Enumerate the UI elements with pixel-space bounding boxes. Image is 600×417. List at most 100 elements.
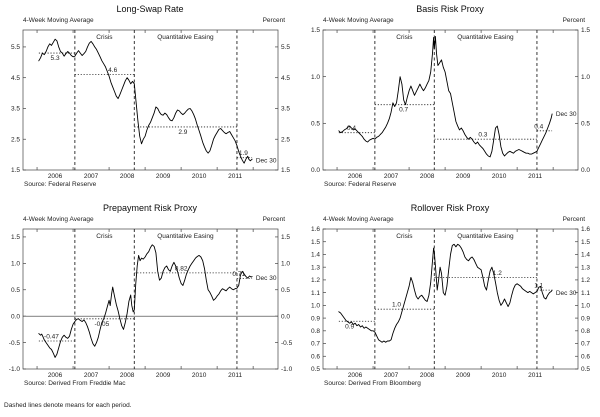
svg-text:2007: 2007 (84, 173, 99, 180)
svg-text:-1.0: -1.0 (281, 366, 293, 373)
svg-text:1.2: 1.2 (311, 277, 320, 284)
svg-text:1.5: 1.5 (281, 234, 290, 241)
svg-text:1.5: 1.5 (11, 234, 20, 241)
svg-text:2008: 2008 (120, 372, 135, 379)
svg-text:1.0: 1.0 (581, 303, 590, 310)
svg-text:3.5: 3.5 (281, 106, 290, 113)
svg-text:Crisis: Crisis (396, 233, 413, 240)
svg-text:Dec 30: Dec 30 (556, 111, 577, 118)
svg-text:0.5: 0.5 (581, 121, 590, 128)
svg-text:0.9: 0.9 (311, 315, 320, 322)
svg-text:0.5: 0.5 (311, 366, 320, 373)
svg-text:2008: 2008 (420, 173, 435, 180)
source-note: Source: Federal Reserve (24, 181, 97, 188)
svg-text:1.0: 1.0 (392, 302, 401, 309)
svg-text:0.7: 0.7 (581, 341, 590, 348)
svg-text:2011: 2011 (528, 173, 542, 180)
svg-text:2006: 2006 (48, 173, 63, 180)
svg-text:Dec 30: Dec 30 (256, 157, 277, 164)
svg-text:0.5: 0.5 (581, 366, 590, 373)
svg-text:1.0: 1.0 (311, 74, 320, 81)
svg-text:5.5: 5.5 (11, 44, 20, 51)
svg-text:2010: 2010 (192, 173, 207, 180)
left-axis-header: 4-Week Moving Average (23, 17, 94, 24)
svg-text:0.5: 0.5 (311, 121, 320, 128)
svg-text:Quantitative Easing: Quantitative Easing (157, 233, 214, 240)
rollover-risk-proxy-plot: 0.5 0.5 0.6 0.6 0.7 0.7 0.8 0.8 0.9 0.9 1.0 1.0 1.1 1… (311, 226, 590, 379)
chart-title: Basis Risk Proxy (416, 4, 484, 14)
svg-text:-0.05: -0.05 (94, 321, 109, 328)
svg-text:0.6: 0.6 (581, 353, 590, 360)
svg-text:2007: 2007 (384, 372, 399, 379)
chart-panel-basis-risk-proxy: 0.0 0.0 0.5 0.5 1.0 1.0 1.5 1.5 2006 2007 2008 2009… (300, 0, 600, 199)
source-note: Source: Derived From Freddie Mac (24, 380, 126, 387)
svg-text:Dec 30: Dec 30 (556, 290, 577, 297)
svg-text:4.5: 4.5 (11, 75, 20, 82)
left-axis-header: 4-Week Moving Average (23, 216, 94, 223)
svg-text:3.5: 3.5 (11, 106, 20, 113)
svg-text:0.4: 0.4 (534, 123, 543, 130)
svg-text:Crisis: Crisis (96, 34, 113, 41)
right-axis-header: Percent (562, 216, 585, 223)
svg-text:2007: 2007 (84, 372, 99, 379)
svg-text:-0.47: -0.47 (44, 334, 59, 341)
right-axis-header: Percent (262, 17, 285, 24)
svg-text:2008: 2008 (420, 372, 435, 379)
source-note: Source: Derived From Bloomberg (324, 380, 421, 387)
svg-text:Crisis: Crisis (396, 34, 413, 41)
svg-text:0.6: 0.6 (311, 353, 320, 360)
chart-title: Rollover Risk Proxy (410, 203, 490, 213)
svg-text:2.5: 2.5 (11, 136, 20, 143)
chart-title: Prepayment Risk Proxy (102, 203, 198, 213)
chart-panel-long-swap-rate: 1.5 1.5 2.5 2.5 3.5 3.5 4.5 4.5 5.5 5.5 2006 2007 20… (0, 0, 300, 199)
svg-text:1.0: 1.0 (581, 74, 590, 81)
svg-text:2010: 2010 (492, 173, 507, 180)
svg-text:-0.5: -0.5 (281, 340, 293, 347)
svg-text:1.5: 1.5 (581, 27, 590, 34)
svg-text:2009: 2009 (456, 372, 471, 379)
svg-text:5.3: 5.3 (51, 55, 60, 62)
svg-text:0.9: 0.9 (345, 323, 354, 330)
right-axis-header: Percent (562, 17, 585, 24)
svg-text:1.6: 1.6 (311, 226, 320, 233)
svg-text:2006: 2006 (48, 372, 63, 379)
svg-text:2011: 2011 (228, 372, 242, 379)
svg-text:4.5: 4.5 (281, 75, 290, 82)
svg-text:2009: 2009 (156, 173, 171, 180)
left-axis-header: 4-Week Moving Average (323, 216, 394, 223)
svg-text:1.5: 1.5 (311, 239, 320, 246)
svg-text:2008: 2008 (120, 173, 135, 180)
svg-text:2010: 2010 (492, 372, 507, 379)
svg-text:-1.0: -1.0 (9, 366, 21, 373)
svg-text:0.0: 0.0 (581, 167, 590, 174)
svg-text:1.9: 1.9 (239, 150, 248, 157)
svg-text:2011: 2011 (528, 372, 542, 379)
svg-text:1.5: 1.5 (311, 27, 320, 34)
svg-text:1.5: 1.5 (11, 167, 20, 174)
svg-text:0.0: 0.0 (281, 313, 290, 320)
svg-text:0.3: 0.3 (478, 132, 487, 139)
svg-text:1.0: 1.0 (311, 303, 320, 310)
prepayment-risk-proxy-plot: -1.0 -1.0 -0.5 -0.5 0.0 0.0 0.5 0.5 1.0 1.0 1.5 1.5… (9, 228, 293, 379)
svg-text:1.4: 1.4 (581, 252, 590, 259)
svg-text:0.7: 0.7 (311, 341, 320, 348)
svg-text:5.5: 5.5 (281, 44, 290, 51)
svg-text:Dec 30: Dec 30 (256, 275, 277, 282)
svg-text:4.6: 4.6 (108, 67, 117, 74)
svg-text:2007: 2007 (384, 173, 399, 180)
svg-text:Crisis: Crisis (96, 233, 113, 240)
svg-text:1.3: 1.3 (581, 264, 590, 271)
right-axis-header: Percent (262, 216, 285, 223)
svg-text:0.0: 0.0 (11, 313, 20, 320)
svg-text:2.9: 2.9 (178, 129, 187, 136)
svg-text:1.1: 1.1 (311, 290, 320, 297)
svg-text:1.2: 1.2 (493, 270, 502, 277)
chart-panel-rollover-risk-proxy: 0.5 0.5 0.6 0.6 0.7 0.7 0.8 0.8 0.9 0.9 1.0 1.0 1.1 1… (300, 199, 600, 398)
svg-text:1.6: 1.6 (581, 226, 590, 233)
chart-grid: 1.5 1.5 2.5 2.5 3.5 3.5 4.5 4.5 5.5 5.5 2006 2007 20… (0, 0, 600, 398)
svg-text:0.0: 0.0 (311, 167, 320, 174)
svg-text:2011: 2011 (228, 173, 242, 180)
svg-text:1.4: 1.4 (311, 252, 320, 259)
svg-text:0.5: 0.5 (11, 287, 20, 294)
svg-text:1.0: 1.0 (11, 261, 20, 268)
